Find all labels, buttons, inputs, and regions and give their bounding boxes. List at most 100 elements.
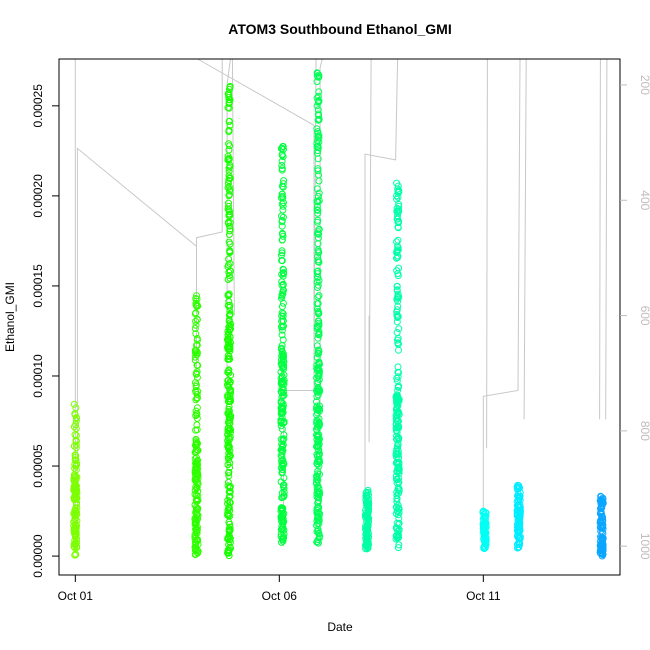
data-point	[194, 394, 201, 402]
data-point	[278, 281, 286, 289]
data-point	[313, 342, 321, 350]
data-point	[313, 206, 321, 214]
data-point	[313, 149, 321, 157]
data-point	[315, 197, 323, 204]
data-point	[226, 121, 234, 129]
data-point	[395, 325, 403, 333]
data-point	[393, 238, 400, 246]
data-point	[392, 427, 400, 435]
data-point	[516, 535, 524, 542]
data-point	[280, 269, 288, 277]
data-point	[278, 217, 286, 224]
y2-tick-label: 800	[638, 421, 650, 441]
data-point	[395, 514, 403, 522]
data-point	[314, 167, 322, 175]
data-point	[278, 294, 285, 302]
data-point	[315, 516, 323, 524]
data-point	[394, 544, 402, 552]
data-point	[192, 407, 200, 415]
data-point	[72, 417, 80, 425]
data-point	[394, 363, 402, 371]
data-point	[513, 512, 521, 520]
data-point	[192, 317, 200, 325]
y-tick-label: 0.00020	[31, 174, 45, 218]
data-point	[280, 474, 288, 482]
data-point	[516, 496, 524, 504]
data-point	[314, 240, 322, 248]
data-point	[71, 530, 79, 538]
data-point	[226, 191, 234, 198]
data-point	[315, 358, 323, 366]
data-point	[279, 408, 287, 416]
data-point	[225, 172, 233, 180]
data-point	[279, 510, 286, 518]
data-point	[193, 457, 201, 465]
data-point	[392, 524, 400, 532]
data-point	[597, 508, 605, 516]
data-point	[226, 310, 234, 318]
data-points	[70, 69, 607, 560]
data-point	[191, 517, 199, 525]
data-point	[278, 326, 286, 334]
data-point	[72, 425, 80, 433]
trace-line	[482, 58, 521, 547]
trace-line	[76, 59, 223, 547]
data-point	[315, 376, 323, 383]
data-point	[226, 419, 233, 427]
data-point	[278, 236, 286, 244]
trace-line	[599, 58, 601, 420]
x-axis: Oct 01 Oct 06 Oct 11	[58, 575, 501, 603]
data-point	[224, 549, 232, 556]
data-point	[192, 309, 200, 317]
data-point	[313, 427, 321, 435]
data-point	[393, 458, 401, 466]
data-point	[315, 331, 323, 339]
data-point	[193, 335, 201, 342]
data-point	[395, 264, 403, 272]
data-point	[394, 313, 402, 320]
data-point	[72, 414, 80, 422]
trace-line	[605, 58, 608, 420]
data-point	[313, 143, 321, 150]
data-point	[315, 98, 322, 106]
data-point	[392, 414, 400, 422]
data-point	[225, 488, 233, 496]
data-point	[225, 444, 233, 452]
data-point	[363, 488, 370, 496]
data-point	[313, 203, 321, 210]
data-point	[313, 460, 321, 468]
data-point	[71, 464, 79, 472]
data-point	[71, 517, 79, 525]
data-point	[224, 155, 232, 163]
data-point	[515, 492, 523, 500]
data-point	[395, 541, 403, 549]
data-point	[516, 506, 524, 514]
data-point	[192, 518, 200, 526]
data-point	[71, 524, 79, 532]
data-point	[394, 188, 402, 196]
data-point	[394, 386, 402, 394]
data-point	[392, 448, 400, 455]
data-point	[481, 539, 489, 546]
data-point	[193, 374, 201, 381]
data-point	[226, 186, 234, 194]
data-point	[279, 515, 287, 523]
data-point	[394, 303, 402, 310]
data-point	[597, 500, 605, 508]
data-point	[224, 454, 232, 462]
data-point	[224, 352, 232, 360]
data-point	[224, 104, 232, 112]
data-point	[314, 209, 322, 217]
data-point	[278, 190, 286, 198]
data-point	[192, 330, 200, 338]
data-point	[393, 432, 400, 440]
data-point	[226, 378, 234, 386]
data-point	[71, 539, 79, 547]
data-point	[395, 505, 403, 513]
data-point	[225, 140, 233, 148]
data-point	[192, 528, 200, 536]
data-point	[227, 325, 235, 333]
data-point	[225, 407, 233, 415]
data-point	[71, 410, 79, 418]
